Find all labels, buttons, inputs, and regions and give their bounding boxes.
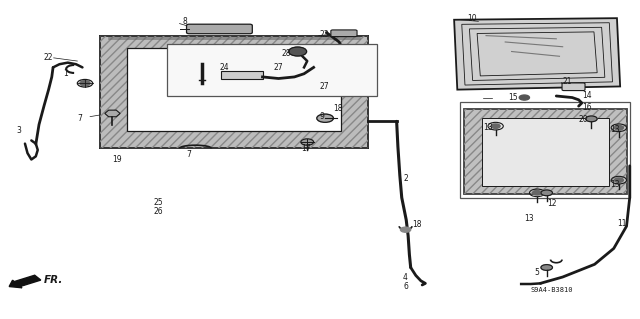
Circle shape — [289, 47, 307, 56]
Text: 13: 13 — [524, 214, 534, 223]
Text: 10: 10 — [467, 14, 477, 23]
FancyArrow shape — [9, 275, 41, 288]
Text: 13: 13 — [611, 125, 620, 134]
Text: 9: 9 — [320, 112, 325, 121]
Text: 13: 13 — [611, 181, 620, 189]
Text: 25: 25 — [154, 198, 164, 207]
Text: 22: 22 — [44, 53, 53, 62]
Circle shape — [301, 139, 314, 145]
Text: 6: 6 — [403, 282, 408, 291]
Circle shape — [614, 178, 623, 182]
Circle shape — [532, 191, 541, 195]
Circle shape — [80, 81, 90, 86]
Text: FR.: FR. — [44, 275, 63, 285]
Text: 8: 8 — [182, 17, 188, 26]
Text: 13: 13 — [483, 123, 492, 132]
FancyBboxPatch shape — [186, 24, 252, 34]
Text: 24: 24 — [220, 63, 229, 72]
Text: S9A4-B3810: S9A4-B3810 — [531, 287, 573, 293]
Text: 5: 5 — [534, 268, 539, 277]
Bar — [221, 70, 262, 78]
Text: 7: 7 — [77, 114, 82, 123]
Text: 11: 11 — [617, 219, 627, 227]
FancyBboxPatch shape — [331, 30, 357, 37]
Polygon shape — [464, 109, 627, 195]
FancyBboxPatch shape — [562, 83, 585, 91]
Text: 21: 21 — [563, 77, 572, 86]
Text: 3: 3 — [17, 126, 22, 135]
Text: 7: 7 — [186, 150, 191, 159]
Text: 28: 28 — [282, 48, 291, 58]
Text: 27: 27 — [274, 63, 284, 72]
Text: 17: 17 — [301, 144, 310, 153]
Circle shape — [401, 227, 411, 232]
Text: 4: 4 — [403, 272, 408, 281]
Polygon shape — [127, 48, 341, 131]
Polygon shape — [454, 18, 620, 90]
Text: 14: 14 — [582, 92, 591, 100]
Text: 1: 1 — [63, 69, 68, 78]
Text: 12: 12 — [547, 199, 556, 208]
Text: 16: 16 — [582, 103, 591, 112]
Circle shape — [317, 114, 333, 122]
Bar — [461, 102, 630, 197]
Text: 27: 27 — [320, 82, 330, 91]
Text: 2: 2 — [403, 174, 408, 183]
Text: 19: 19 — [113, 155, 122, 164]
Text: 18: 18 — [333, 104, 342, 113]
Polygon shape — [481, 118, 609, 186]
Circle shape — [519, 95, 529, 100]
Text: 23: 23 — [320, 30, 330, 39]
Text: 26: 26 — [154, 207, 164, 216]
Text: 20: 20 — [579, 115, 588, 124]
Polygon shape — [100, 36, 368, 148]
Circle shape — [614, 125, 623, 130]
Circle shape — [541, 190, 552, 196]
Text: 18: 18 — [413, 220, 422, 229]
Text: 15: 15 — [508, 93, 518, 102]
Circle shape — [491, 124, 500, 128]
Polygon shape — [105, 110, 120, 117]
Bar — [167, 44, 378, 96]
Circle shape — [541, 265, 552, 270]
Circle shape — [586, 116, 597, 122]
